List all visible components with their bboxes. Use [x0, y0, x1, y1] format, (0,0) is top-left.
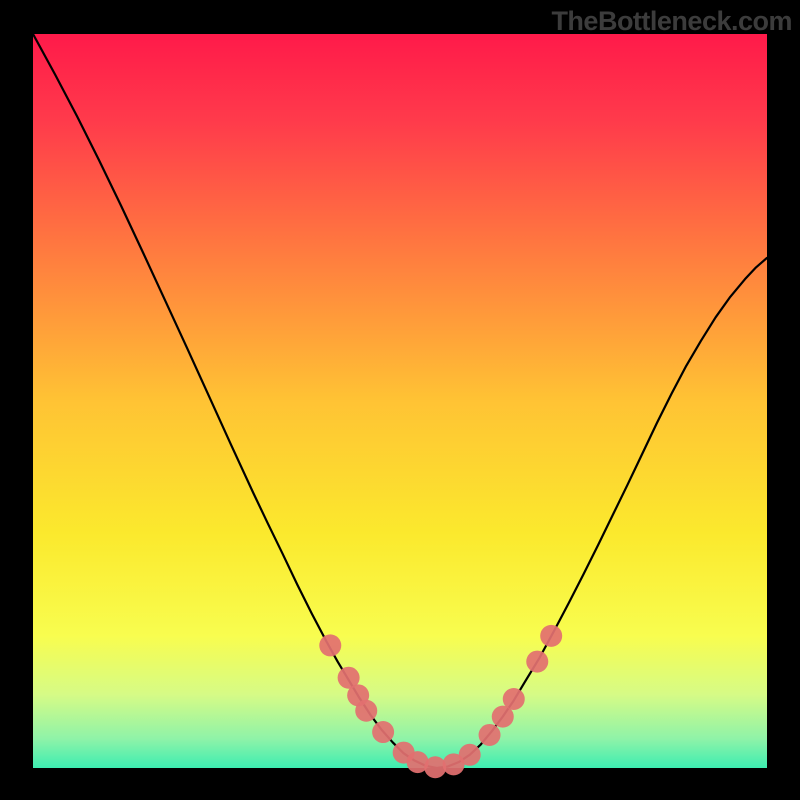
bottleneck-chart: [0, 0, 800, 800]
watermark-text: TheBottleneck.com: [551, 6, 792, 37]
